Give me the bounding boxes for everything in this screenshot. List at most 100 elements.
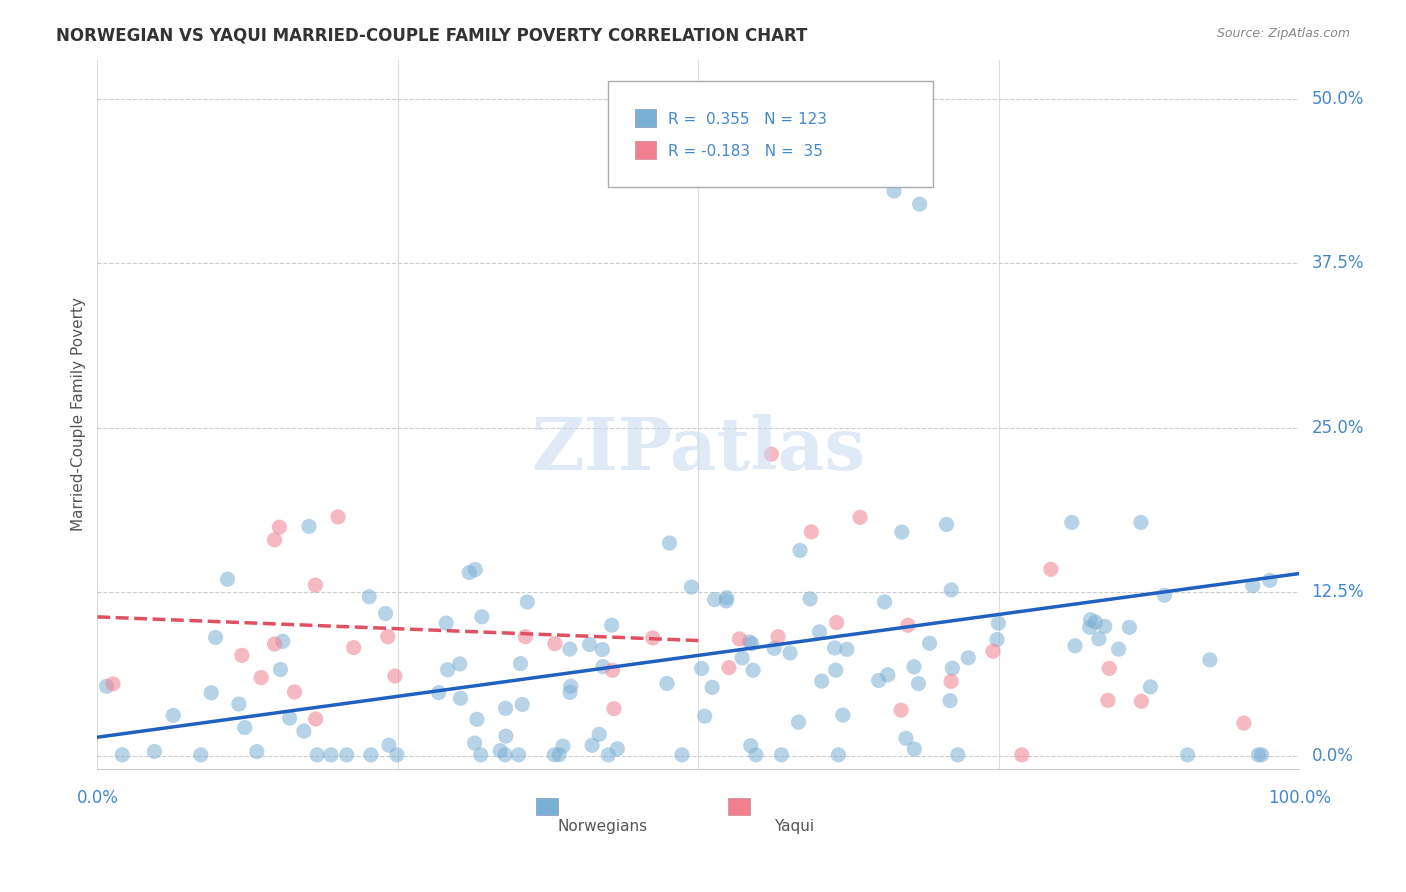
Bar [634,141,657,159]
Text: 25.0%: 25.0% [1312,418,1364,436]
Point [544,637,567,651]
Point [957,650,980,665]
Point [560,679,582,693]
Point [377,630,399,644]
Point [941,582,963,597]
Text: 12.5%: 12.5% [1312,582,1364,601]
Point [326,510,349,524]
Point [465,712,488,726]
Point [1199,653,1222,667]
Point [779,646,801,660]
Point [464,736,486,750]
Point [96,679,118,693]
Point [1153,588,1175,602]
Point [606,741,628,756]
Point [190,747,212,762]
Point [703,592,725,607]
Point [204,631,226,645]
Point [873,595,896,609]
Text: 37.5%: 37.5% [1312,254,1364,272]
Point [591,642,613,657]
Point [495,701,517,715]
Point [471,609,494,624]
Text: R = -0.183   N =  35: R = -0.183 N = 35 [668,145,823,160]
Point [741,637,763,651]
Point [1233,716,1256,731]
Point [558,685,581,699]
Point [434,616,457,631]
Text: 50.0%: 50.0% [1312,90,1364,108]
Point [728,632,751,646]
Point [824,640,846,655]
Point [894,731,917,746]
Point [800,524,823,539]
Y-axis label: Married-Couple Family Poverty: Married-Couple Family Poverty [72,297,86,532]
Point [770,747,793,762]
Point [1118,620,1140,634]
Point [1060,516,1083,530]
Point [509,657,531,671]
Point [658,536,681,550]
Point [278,711,301,725]
Point [716,594,738,608]
Point [690,661,713,675]
Text: Source: ZipAtlas.com: Source: ZipAtlas.com [1216,27,1350,40]
Point [304,712,326,726]
Point [464,562,486,576]
Point [641,631,664,645]
Point [581,739,603,753]
Point [143,744,166,758]
Point [941,661,963,675]
Point [868,673,890,688]
Point [716,591,738,605]
Point [935,517,957,532]
Point [588,727,610,741]
Point [827,747,849,762]
Point [918,636,941,650]
Point [742,663,765,677]
Text: 100.0%: 100.0% [1268,789,1331,807]
Text: Yaqui: Yaqui [775,819,814,834]
Point [1088,632,1111,646]
Point [458,566,481,580]
Point [939,674,962,689]
Point [671,747,693,762]
Point [162,708,184,723]
Point [304,578,326,592]
Point [825,615,848,630]
Text: 0.0%: 0.0% [1312,747,1353,765]
Point [745,747,768,762]
Point [508,747,530,762]
Point [789,543,811,558]
Point [981,644,1004,658]
Point [835,642,858,657]
Point [702,681,724,695]
Point [548,747,571,762]
Point [986,632,1008,647]
Bar [536,797,558,815]
Point [1241,579,1264,593]
Point [1064,639,1087,653]
Point [1258,574,1281,588]
Point [883,184,905,198]
Point [717,660,740,674]
Point [831,708,853,723]
Point [449,657,471,671]
Point [233,721,256,735]
Point [876,667,898,681]
Point [1177,747,1199,762]
Point [890,524,912,539]
Point [787,715,810,730]
Point [343,640,366,655]
Point [1011,747,1033,762]
Point [592,659,614,673]
Point [384,669,406,683]
Point [799,591,821,606]
Point [897,618,920,632]
Point [1080,613,1102,627]
Point [292,723,315,738]
Point [602,663,624,677]
Point [1094,619,1116,633]
Point [810,674,832,689]
Point [903,742,925,756]
